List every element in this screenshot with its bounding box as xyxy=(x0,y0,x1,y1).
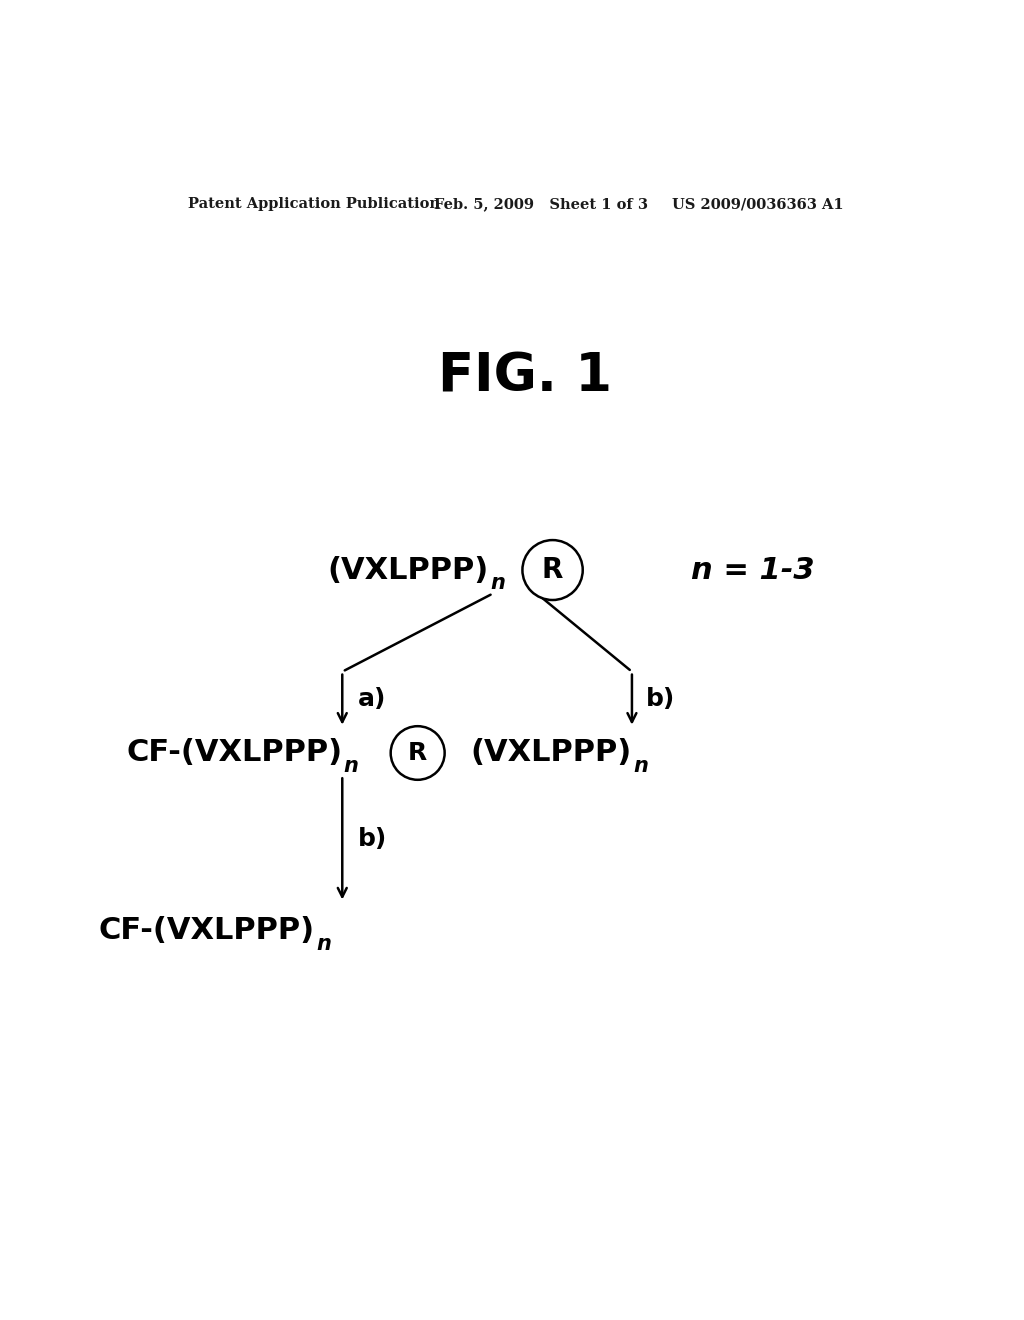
Text: CF-(VXLPPP): CF-(VXLPPP) xyxy=(126,738,342,767)
Text: (VXLPPP): (VXLPPP) xyxy=(328,556,489,585)
Text: a): a) xyxy=(358,688,386,711)
Text: Patent Application Publication: Patent Application Publication xyxy=(187,197,439,211)
Text: b): b) xyxy=(358,828,387,851)
Ellipse shape xyxy=(522,540,583,601)
Text: R: R xyxy=(542,556,563,583)
Text: (VXLPPP): (VXLPPP) xyxy=(471,738,632,767)
Text: n: n xyxy=(634,756,648,776)
Text: b): b) xyxy=(645,688,675,711)
Text: n: n xyxy=(490,573,506,593)
Text: n: n xyxy=(316,935,331,954)
Ellipse shape xyxy=(391,726,444,780)
Text: Feb. 5, 2009   Sheet 1 of 3: Feb. 5, 2009 Sheet 1 of 3 xyxy=(433,197,647,211)
Text: R: R xyxy=(408,741,427,766)
Text: CF-(VXLPPP): CF-(VXLPPP) xyxy=(98,916,314,945)
Text: FIG. 1: FIG. 1 xyxy=(438,351,611,403)
Text: n = 1-3: n = 1-3 xyxy=(691,556,815,585)
Text: US 2009/0036363 A1: US 2009/0036363 A1 xyxy=(672,197,843,211)
Text: n: n xyxy=(344,756,358,776)
